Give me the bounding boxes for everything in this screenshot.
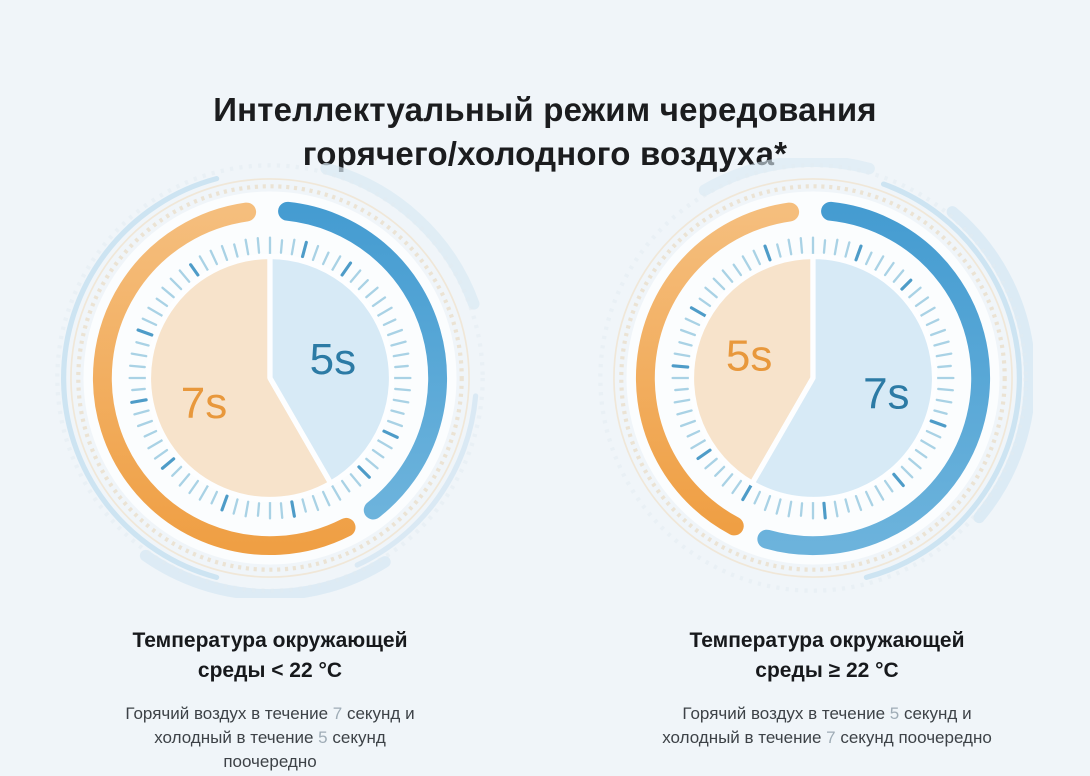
slice-label-hot-air: 5s bbox=[726, 332, 772, 381]
description-text: Горячий воздух в течение bbox=[682, 704, 890, 723]
condition-description: Горячий воздух в течение 7 секунд и холо… bbox=[110, 702, 430, 774]
description-text: секунд и холодный в течение bbox=[662, 704, 972, 747]
dial-svg: 7s 5s bbox=[55, 162, 485, 598]
caption-below-22: Температура окружающей среды < 22 °C Гор… bbox=[50, 626, 490, 774]
dial-chart-below-22: 7s 5s bbox=[50, 158, 490, 598]
description-text: секунд и холодный в течение bbox=[154, 704, 415, 747]
condition-heading: Температура окружающей среды ≥ 22 °C bbox=[689, 629, 965, 682]
slice-label-hot-air: 7s bbox=[181, 379, 227, 428]
condition-card-below-22: 7s 5s Температура окружающей среды < 22 °… bbox=[50, 158, 490, 774]
title-line1: Интеллектуальный режим чередования bbox=[213, 91, 877, 128]
slice-cold-air bbox=[267, 253, 395, 486]
ring-cold-ring bbox=[278, 201, 448, 520]
condition-card-above-22: 5s 7s Температура окружающей среды ≥ 22 °… bbox=[593, 158, 1033, 750]
seconds-value: 7 bbox=[826, 728, 836, 747]
caption-above-22: Температура окружающей среды ≥ 22 °C Гор… bbox=[607, 626, 1047, 750]
seconds-value: 5 bbox=[889, 704, 900, 723]
ring-hot-ring bbox=[635, 202, 800, 536]
dial-chart-above-22: 5s 7s bbox=[593, 158, 1033, 598]
seconds-value: 7 bbox=[332, 704, 343, 723]
slice-hot-air bbox=[145, 253, 334, 503]
page-title: Интеллектуальный режим чередования горяч… bbox=[0, 88, 1090, 176]
slice-label-cold-air: 5s bbox=[310, 335, 356, 384]
slice-label-cold-air: 7s bbox=[863, 369, 909, 418]
title-line2: горячего/холодного воздуха* bbox=[302, 135, 788, 172]
description-text: Горячий воздух в течение bbox=[125, 704, 333, 723]
slice-cold-air bbox=[749, 253, 938, 503]
dial-svg: 5s 7s bbox=[598, 158, 1033, 593]
condition-description: Горячий воздух в течение 5 секунд и холо… bbox=[642, 702, 1012, 750]
description-text: секунд поочередно bbox=[835, 728, 992, 747]
seconds-value: 5 bbox=[318, 728, 328, 747]
description-text: секунд поочередно bbox=[223, 728, 386, 771]
ring-cold-ring bbox=[757, 201, 991, 555]
condition-heading: Температура окружающей среды < 22 °C bbox=[132, 629, 408, 682]
ring-hot-ring bbox=[92, 202, 356, 556]
